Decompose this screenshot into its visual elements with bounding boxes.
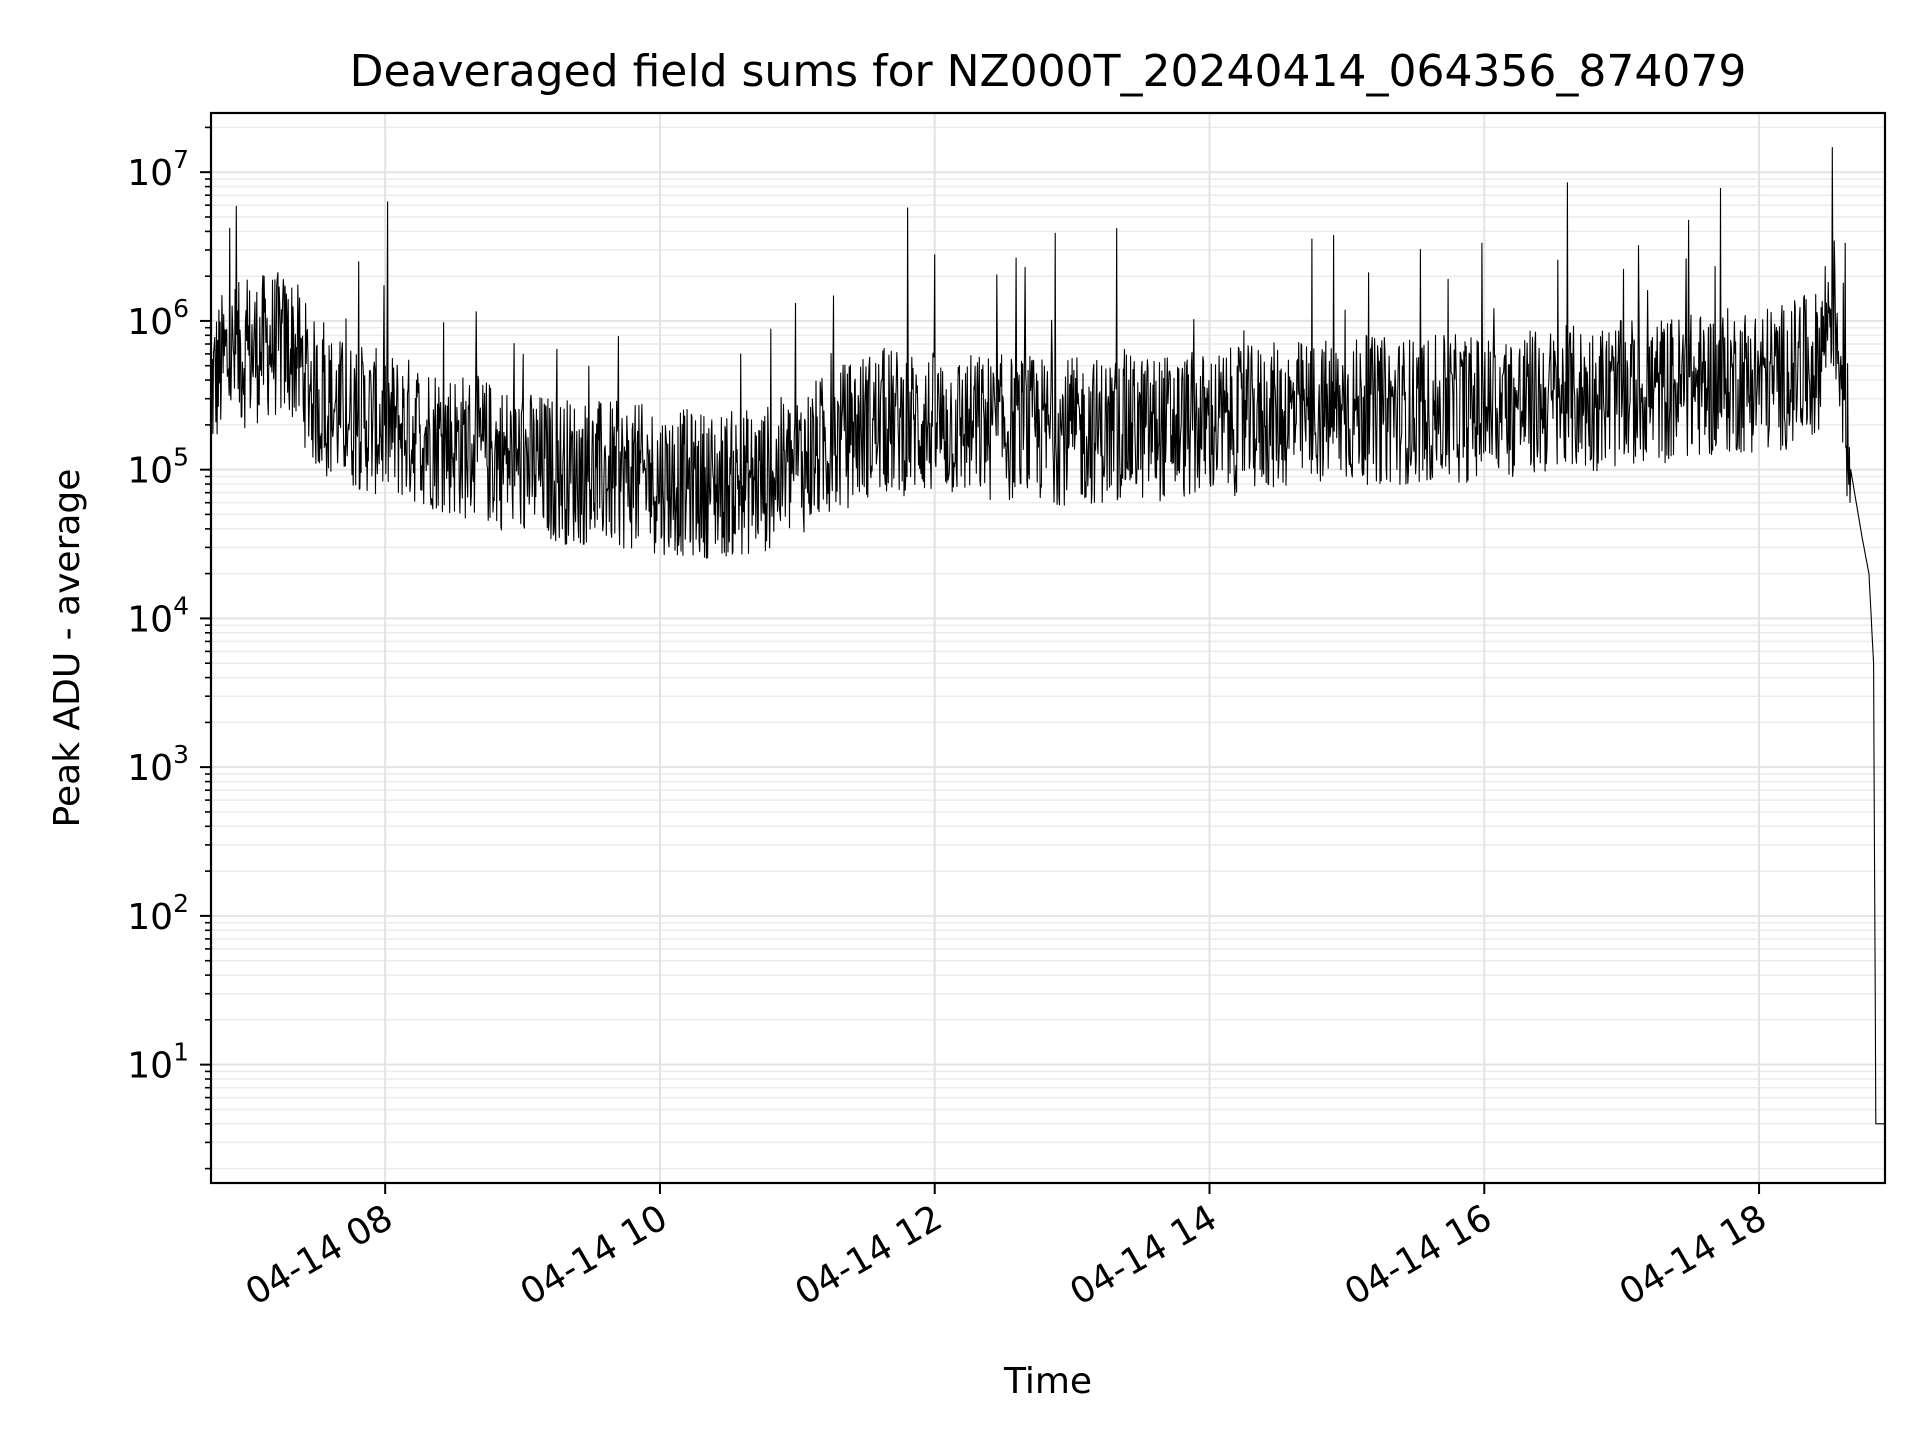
plot-frame bbox=[209, 111, 1887, 1185]
series-line bbox=[210, 146, 1885, 1125]
series-layer bbox=[210, 146, 1885, 1125]
x-axis-label: Time bbox=[1003, 1361, 1092, 1402]
y-axis: 101 102 103 104 105 106 107 bbox=[127, 126, 211, 1170]
minor-gridlines bbox=[211, 126, 1885, 1170]
chart-title: Deaveraged field sums for NZ000T_2024041… bbox=[350, 46, 1747, 97]
y-tick-label: 107 bbox=[127, 145, 189, 194]
y-tick-label: 102 bbox=[127, 889, 189, 938]
y-tick-label: 105 bbox=[127, 443, 189, 492]
y-tick-label: 103 bbox=[127, 740, 189, 789]
y-tick-label: 106 bbox=[127, 294, 189, 343]
y-tick-label: 104 bbox=[127, 591, 189, 640]
y-axis-label: Peak ADU - average bbox=[47, 469, 88, 828]
y-tick-label: 101 bbox=[127, 1038, 189, 1087]
